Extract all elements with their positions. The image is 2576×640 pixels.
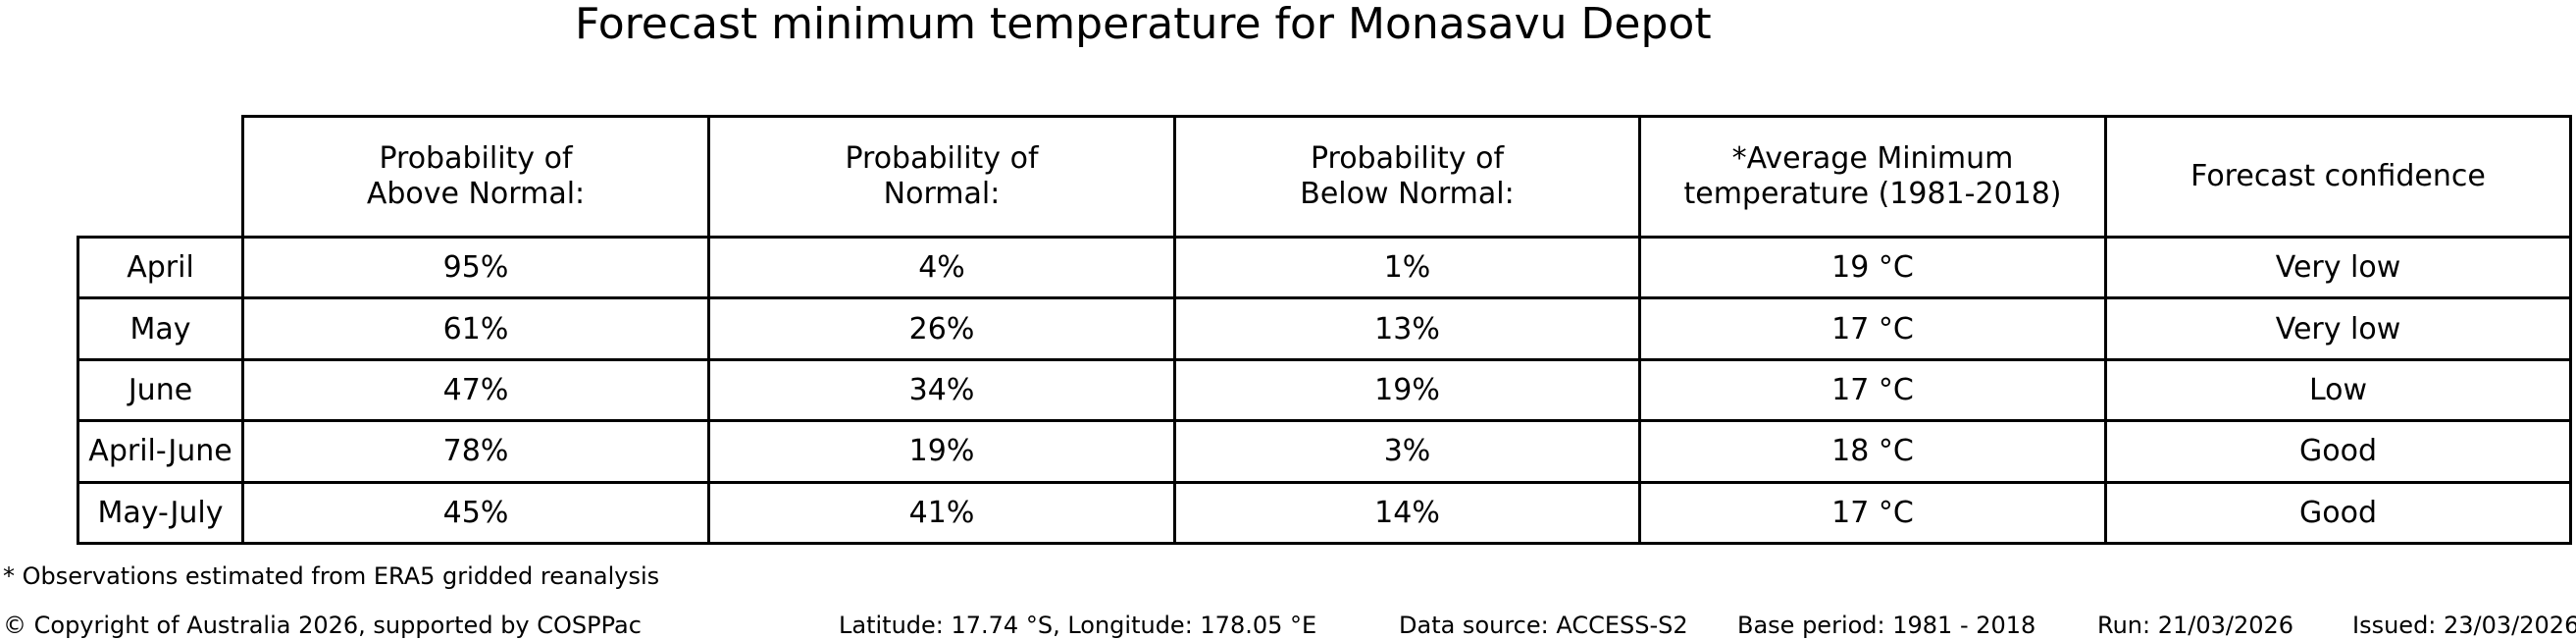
col-header-forecast-confidence: Forecast confidence xyxy=(2104,115,2572,239)
col-header-line: Probability of xyxy=(845,141,1039,176)
cell-prob-normal: 41% xyxy=(707,480,1176,545)
cell-confidence: Low xyxy=(2104,357,2572,423)
cell-prob-normal: 26% xyxy=(707,296,1176,361)
table-row-june: June 47% 34% 19% 17 °C Low xyxy=(77,357,2572,423)
base-period-text: Base period: 1981 - 2018 xyxy=(1737,612,2036,639)
row-label: April-June xyxy=(77,419,244,484)
data-source-text: Data source: ACCESS-S2 xyxy=(1399,612,1688,639)
copyright-text: © Copyright of Australia 2026, supported… xyxy=(3,612,642,639)
header-row: Probability of Above Normal: Probability… xyxy=(78,115,2572,239)
cell-avg-min-temp: 17 °C xyxy=(1638,480,2107,545)
col-header-average-minimum-temperature: *Average Minimum temperature (1981-2018) xyxy=(1638,115,2107,239)
cell-prob-above: 47% xyxy=(241,357,710,423)
cell-prob-above: 61% xyxy=(241,296,710,361)
issued-date-text: Issued: 23/03/2026 xyxy=(2352,612,2576,639)
col-header-line: Probability of xyxy=(379,141,573,176)
cell-confidence: Good xyxy=(2104,480,2572,545)
run-date-text: Run: 21/03/2026 xyxy=(2097,612,2294,639)
era5-footnote: * Observations estimated from ERA5 gridd… xyxy=(3,562,660,590)
cell-prob-normal: 19% xyxy=(707,419,1176,484)
cell-avg-min-temp: 18 °C xyxy=(1638,419,2107,484)
table-row-may: May 61% 26% 13% 17 °C Very low xyxy=(77,296,2572,361)
cell-prob-above: 45% xyxy=(241,480,710,545)
row-label: June xyxy=(77,357,244,423)
lat-long-text: Latitude: 17.74 °S, Longitude: 178.05 °E xyxy=(839,612,1317,639)
cell-confidence: Very low xyxy=(2104,235,2572,300)
cell-prob-below: 1% xyxy=(1173,235,1641,300)
cell-avg-min-temp: 19 °C xyxy=(1638,235,2107,300)
col-header-prob-normal: Probability of Normal: xyxy=(707,115,1176,239)
col-header-line: Above Normal: xyxy=(366,177,586,211)
col-header-line: Probability of xyxy=(1310,141,1505,176)
col-header-line: *Average Minimum xyxy=(1731,141,2014,176)
cell-prob-below: 14% xyxy=(1173,480,1641,545)
table-row-april-june: April-June 78% 19% 3% 18 °C Good xyxy=(77,419,2572,484)
col-header-prob-above-normal: Probability of Above Normal: xyxy=(241,115,710,239)
cell-prob-below: 3% xyxy=(1173,419,1641,484)
blank-corner-cell xyxy=(78,117,243,238)
forecast-table: Probability of Above Normal: Probability… xyxy=(77,115,2572,545)
cell-prob-below: 19% xyxy=(1173,357,1641,423)
cell-prob-above: 78% xyxy=(241,419,710,484)
col-header-line: Normal: xyxy=(883,177,1001,211)
cell-confidence: Good xyxy=(2104,419,2572,484)
cell-avg-min-temp: 17 °C xyxy=(1638,296,2107,361)
cell-prob-above: 95% xyxy=(241,235,710,300)
cell-prob-normal: 34% xyxy=(707,357,1176,423)
cell-confidence: Very low xyxy=(2104,296,2572,361)
col-header-line: temperature (1981-2018) xyxy=(1683,177,2062,211)
col-header-prob-below-normal: Probability of Below Normal: xyxy=(1173,115,1641,239)
cell-prob-below: 13% xyxy=(1173,296,1641,361)
row-label: May-July xyxy=(77,480,244,545)
cell-prob-normal: 4% xyxy=(707,235,1176,300)
col-header-line: Forecast confidence xyxy=(2190,159,2486,193)
row-label: May xyxy=(77,296,244,361)
cell-avg-min-temp: 17 °C xyxy=(1638,357,2107,423)
figure-title: Forecast minimum temperature for Monasav… xyxy=(575,0,1712,49)
row-label: April xyxy=(77,235,244,300)
table-row-april: April 95% 4% 1% 19 °C Very low xyxy=(77,235,2572,300)
table-row-may-july: May-July 45% 41% 14% 17 °C Good xyxy=(77,480,2572,545)
col-header-line: Below Normal: xyxy=(1300,177,1515,211)
